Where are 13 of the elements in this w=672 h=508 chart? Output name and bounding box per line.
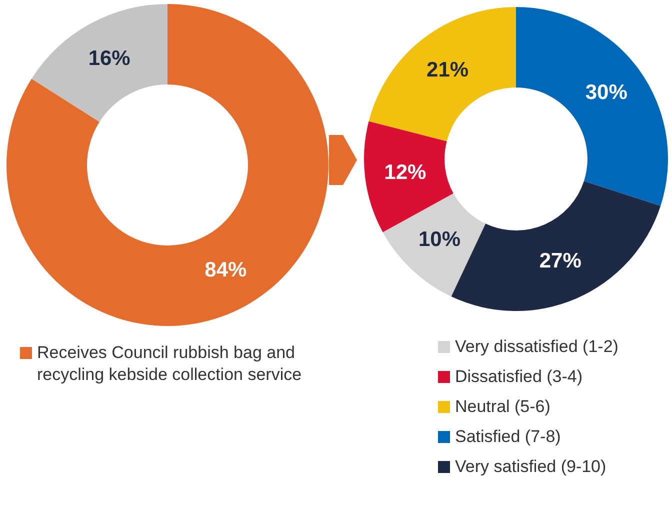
data-label: 27% <box>539 249 582 272</box>
data-label: 12% <box>384 160 427 184</box>
legend-label: Neutral (5-6) <box>455 396 550 418</box>
data-label: 84% <box>204 258 248 282</box>
legend-label: Dissatisfied (3-4) <box>455 366 583 388</box>
legend-label: Satisfied (7-8) <box>455 426 561 448</box>
data-label: 16% <box>88 46 131 70</box>
legend-label: Receives Council rubbish bag and recycling kebside collection service <box>37 342 303 386</box>
legend-label: Very satisfied (9-10) <box>455 456 606 478</box>
data-label: 10% <box>418 228 461 252</box>
legend-label: Very dissatisfied (1-2) <box>455 336 618 358</box>
data-label: 30% <box>585 81 628 104</box>
data-label: 21% <box>426 58 469 82</box>
